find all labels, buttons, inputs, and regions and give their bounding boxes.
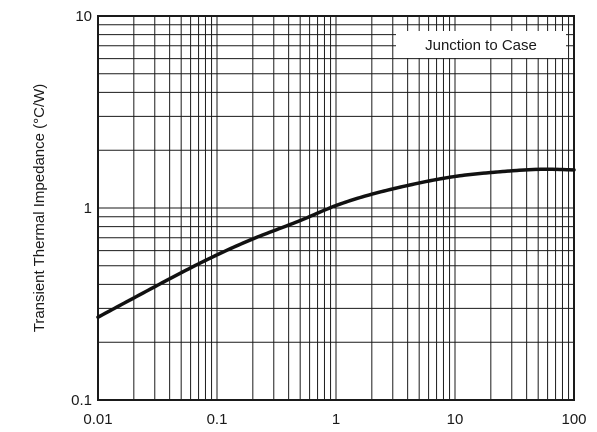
plot-frame	[97, 15, 575, 401]
legend: Junction to Case	[396, 31, 566, 58]
grid	[97, 16, 574, 401]
y-tick-label: 0.1	[71, 392, 92, 409]
impedance-curve	[96, 167, 576, 319]
x-tick-label: 1	[332, 411, 340, 428]
y-tick-label: 10	[75, 8, 92, 25]
y-tick-labels: 0.1 1 10	[71, 8, 92, 409]
x-tick-labels: 0.01 0.1 1 10 100	[83, 411, 586, 428]
x-tick-label: 0.01	[83, 411, 112, 428]
x-tick-label: 10	[447, 411, 464, 428]
x-tick-label: 0.1	[207, 411, 228, 428]
legend-box	[396, 31, 566, 58]
legend-label: Junction to Case	[425, 37, 537, 54]
y-tick-label: 1	[84, 200, 92, 217]
y-axis-label: Transient Thermal Impedance (°C/W)	[31, 84, 48, 333]
x-tick-label: 100	[561, 411, 586, 428]
